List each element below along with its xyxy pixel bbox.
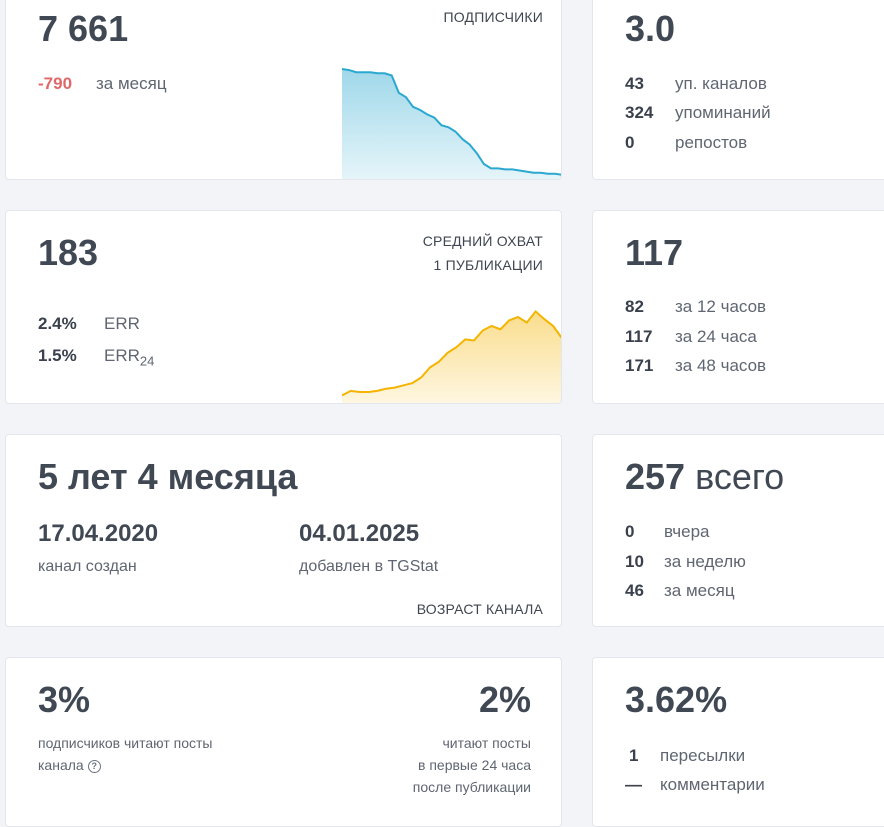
avg-reach-value: 183: [38, 232, 99, 273]
avg-reach-card[interactable]: 183 СРЕДНИЙ ОХВАТ 1 ПУБЛИКАЦИИ 2.4% ERR …: [5, 210, 562, 404]
subscribers-card[interactable]: 7 661 ПОДПИСЧИКИ -790 за месяц: [5, 0, 562, 180]
avg-reach-caption: СРЕДНИЙ ОХВАТ 1 ПУБЛИКАЦИИ: [423, 229, 543, 277]
citation-index-card[interactable]: 3.0 43 уп. каналов 324 упоминаний 0 репо…: [592, 0, 884, 180]
posts-row-num: 46: [625, 581, 644, 600]
avg-reach-caption-line2: 1 ПУБЛИКАЦИИ: [433, 257, 543, 273]
engagement-right-line3: после публикации: [412, 779, 531, 795]
err24-label-text: ERR: [104, 346, 140, 365]
avg-reach-sparkline: [342, 309, 561, 403]
subscribers-delta-label: за месяц: [96, 74, 167, 93]
subscribers-delta: -790: [38, 74, 73, 93]
engagement-card[interactable]: 3% подписчиков читают посты канала? 2% ч…: [5, 657, 562, 827]
views-row-label: за 48 часов: [675, 356, 767, 375]
citation-row-label: репостов: [675, 133, 748, 152]
engagement-right-line2: в первые 24 часа: [418, 757, 531, 773]
citation-row-num: 324: [625, 103, 654, 122]
views-row-label: за 12 часов: [675, 297, 767, 316]
views-row-num: 82: [625, 297, 644, 316]
channel-age-card[interactable]: 5 лет 4 месяца 17.04.2020 канал создан 0…: [5, 434, 562, 627]
posts-value: 257 всего: [625, 459, 784, 495]
engagement-left-value: 3%: [38, 679, 91, 720]
err-value: 2.4%: [38, 314, 77, 333]
engagement-left-caption: подписчиков читают посты канала?: [38, 732, 212, 776]
er-row-label: комментарии: [660, 775, 765, 794]
posts-card[interactable]: 257 всего 0 вчера 10 за неделю 46 за мес…: [592, 434, 884, 627]
question-circle-icon[interactable]: ?: [87, 760, 101, 773]
avg-reach-trend-line: [342, 309, 561, 397]
er-row-num: —: [625, 775, 642, 794]
engagement-left-line1: подписчиков читают посты: [38, 735, 213, 751]
citation-row-label: упоминаний: [675, 103, 771, 122]
err-label: ERR: [104, 314, 140, 333]
created-label: канал создан: [38, 558, 137, 575]
created-date: 17.04.2020: [38, 520, 159, 547]
engagement-right-value: 2%: [478, 679, 531, 720]
added-label: добавлен в TGStat: [299, 558, 439, 575]
views-row-num: 117: [625, 327, 653, 346]
subscribers-count: 7 661: [38, 8, 129, 49]
channel-age-caption: ВОЗРАСТ КАНАЛА: [416, 601, 543, 617]
citation-row-label: уп. каналов: [675, 74, 767, 93]
views-card[interactable]: 117 82 за 12 часов 117 за 24 часа 171 за…: [592, 210, 884, 404]
views-value: 117: [625, 232, 684, 273]
engagement-right-caption: читают посты в первые 24 часа после публ…: [413, 732, 531, 798]
er-row-num: 1: [629, 746, 639, 765]
subscribers-sparkline: [342, 68, 561, 179]
views-row-num: 171: [625, 356, 654, 375]
views-row-label: за 24 часа: [675, 327, 757, 346]
er-row-label: пересылки: [660, 746, 746, 765]
subscribers-caption: ПОДПИСЧИКИ: [443, 9, 543, 25]
citation-row-num: 0: [625, 133, 635, 152]
engagement-right-line1: читают посты: [442, 735, 532, 751]
err24-value: 1.5%: [38, 346, 77, 365]
avg-reach-caption-line1: СРЕДНИЙ ОХВАТ: [422, 233, 543, 249]
engagement-left-line2-text: канала: [38, 757, 84, 773]
channel-age-value: 5 лет 4 месяца: [38, 456, 298, 497]
err24-label: ERR24: [104, 347, 154, 367]
subscribers-trend-line: [342, 68, 561, 176]
er-card[interactable]: 3.62% 1 пересылки — комментарии: [592, 657, 884, 827]
posts-row-num: 0: [625, 522, 635, 541]
posts-row-label: за месяц: [664, 581, 735, 600]
posts-suffix: всего: [695, 456, 785, 497]
posts-count: 257: [625, 456, 686, 497]
engagement-left-line2: канала?: [38, 754, 212, 776]
posts-row-label: вчера: [664, 522, 710, 541]
posts-row-label: за неделю: [664, 552, 746, 571]
err24-subscript: 24: [139, 353, 155, 369]
avg-reach-trend-area: [342, 311, 561, 403]
citation-row-num: 43: [625, 74, 644, 93]
added-date: 04.01.2025: [299, 520, 420, 547]
citation-index-value: 3.0: [625, 8, 676, 49]
subscribers-trend-area: [342, 69, 561, 179]
er-value: 3.62%: [625, 679, 728, 720]
posts-row-num: 10: [625, 552, 644, 571]
